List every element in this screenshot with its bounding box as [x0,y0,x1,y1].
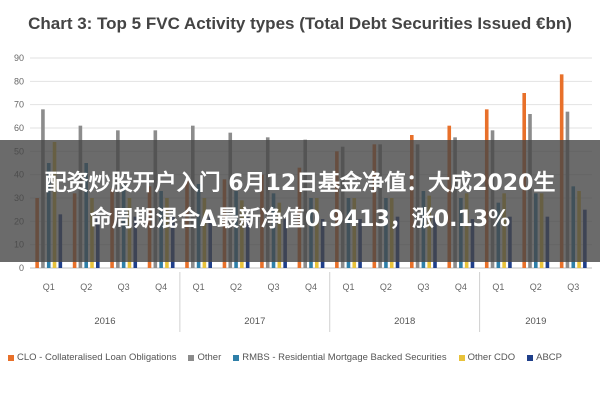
year-label: 2018 [394,316,415,327]
legend-item: RMBS - Residential Mortgage Backed Secur… [233,352,447,363]
legend: CLO - Collateralised Loan Obligations Oth… [8,352,600,363]
overlay-line-2: 命周期混合A最新净值0.9413，涨0.13% [89,207,511,232]
x-tick-label: Q2 [530,282,542,292]
x-tick-label: Q2 [380,282,392,292]
chart-title: Chart 3: Top 5 FVC Activity types (Total… [28,14,572,33]
year-label: 2019 [525,316,546,327]
legend-label: RMBS - Residential Mortgage Backed Secur… [242,352,447,363]
year-label: 2017 [244,316,265,327]
x-tick-label: Q1 [342,282,354,292]
legend-swatch [188,354,195,361]
legend-label: Other CDO [467,352,516,363]
legend-swatch [233,354,240,361]
y-tick-label: 60 [14,123,24,133]
overlay-line-1: 配资炒股开户入门 6月12日基金净值：大成2020生 [44,171,556,196]
x-tick-label: Q4 [455,282,467,292]
x-tick-label: Q3 [567,282,579,292]
legend-swatch [527,354,534,361]
y-tick-label: 90 [14,53,24,63]
legend-swatch [458,354,465,361]
x-tick-label: Q2 [230,282,242,292]
x-tick-label: Q2 [80,282,92,292]
x-tick-label: Q4 [155,282,167,292]
x-axis-ticks: Q1 Q2 Q3 Q4 Q1 Q2 Q3 Q4 Q1 Q2 Q3 Q4 Q1 Q2 Q3 [43,282,580,292]
x-tick-label: Q3 [417,282,429,292]
x-tick-label: Q4 [305,282,317,292]
y-tick-label: 70 [14,100,24,110]
year-label: 2016 [94,316,115,327]
overlay-headline[interactable]: 配资炒股开户入门 6月12日基金净值：大成2020生 命周期混合A最新净值0.9… [6,166,594,238]
legend-label: ABCP [536,352,562,363]
legend-item: CLO - Collateralised Loan Obligations [8,352,176,363]
year-labels: 2016 2017 2018 2019 [94,272,546,332]
legend-item: Other [188,352,221,363]
y-tick-label: 0 [19,263,24,273]
y-tick-label: 80 [14,76,24,86]
overlay-banner [0,140,600,262]
legend-swatch [8,354,14,361]
x-tick-label: Q3 [118,282,130,292]
legend-label: CLO - Collateralised Loan Obligations [17,352,177,363]
legend-item: ABCP [527,352,562,363]
legend-label: Other [197,352,222,363]
x-tick-label: Q3 [268,282,280,292]
x-tick-label: Q1 [193,282,205,292]
x-tick-label: Q1 [43,282,55,292]
legend-item: Other CDO [458,352,516,363]
x-tick-label: Q1 [492,282,504,292]
